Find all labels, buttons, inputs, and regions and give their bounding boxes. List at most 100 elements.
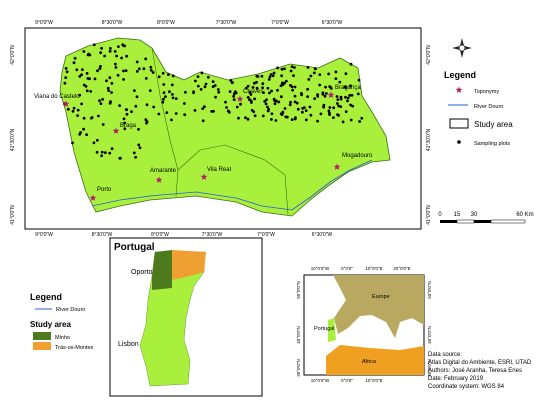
- sampling-plot: [267, 78, 271, 81]
- sampling-plot: [322, 105, 325, 109]
- sampling-plot: [319, 112, 323, 116]
- sampling-plot: [250, 108, 254, 112]
- data-source-line: Authors: José Aranha, Teresa Enes: [428, 368, 522, 374]
- sampling-plot: [284, 79, 288, 83]
- sampling-plot: [183, 102, 186, 105]
- longitude-label: 8°0'0"W: [157, 20, 175, 26]
- scale-label: 60 Km: [516, 212, 533, 218]
- sampling-plot: [108, 76, 112, 80]
- sampling-plot: [96, 69, 99, 73]
- sampling-plot: [332, 116, 335, 119]
- sampling-plot: [99, 51, 103, 55]
- sampling-plot: [271, 74, 275, 78]
- sampling-plot: [318, 83, 322, 87]
- latitude-label: 41°0'0"N: [10, 205, 16, 225]
- sampling-plot: [118, 156, 122, 160]
- sampling-plot: [171, 74, 175, 78]
- sampling-plot: [130, 110, 133, 114]
- longitude-label: 0°0'0": [341, 266, 353, 271]
- legend-item: Minho: [55, 335, 70, 341]
- sampling-plot: [98, 99, 101, 103]
- sampling-plot: [73, 56, 77, 60]
- longitude-label: 20°0'0"E: [393, 266, 410, 271]
- longitude-label: 6°30'0"W: [322, 20, 343, 26]
- sampling-plot: [115, 54, 118, 58]
- sampling-plot: [274, 119, 278, 122]
- sampling-plot: [290, 118, 294, 121]
- sampling-plot: [101, 123, 105, 126]
- europe-land: [333, 275, 424, 338]
- sampling-plot: [289, 69, 293, 73]
- sampling-plot: [64, 76, 68, 79]
- data-source-line: Data source:: [428, 352, 462, 358]
- sampling-plot: [228, 90, 232, 93]
- sampling-plot: [268, 75, 272, 79]
- scale-label: 30: [471, 212, 478, 218]
- legend-item: Study area: [474, 120, 513, 129]
- sampling-plot: [349, 103, 352, 107]
- sampling-plot: [283, 107, 287, 110]
- sampling-plot: [75, 68, 79, 72]
- sampling-plot: [122, 78, 125, 81]
- sampling-plot: [232, 98, 236, 102]
- sampling-plot: [264, 102, 268, 106]
- sampling-plot: [151, 71, 155, 74]
- sampling-plot: [135, 70, 139, 73]
- sampling-plot: [262, 91, 265, 94]
- sampling-plot: [161, 100, 165, 104]
- data-source-line: Date: February 2019: [428, 376, 484, 382]
- sampling-plot: [132, 151, 136, 155]
- sampling-plot: [324, 85, 327, 89]
- sampling-plot: [235, 105, 239, 109]
- sampling-plot: [251, 86, 255, 89]
- sampling-plot: [313, 97, 316, 100]
- sampling-plot: [134, 104, 138, 108]
- sampling-plot: [80, 102, 83, 106]
- sampling-plot: [288, 103, 292, 107]
- sampling-plot: [194, 79, 197, 83]
- sampling-plot: [123, 127, 127, 131]
- sampling-plot: [135, 95, 139, 99]
- sampling-plot: [92, 43, 96, 47]
- longitude-label: 10°0'0"E: [365, 266, 382, 271]
- sampling-plot: [280, 67, 284, 71]
- sampling-plot: [316, 119, 319, 123]
- sampling-plot: [266, 86, 270, 90]
- sampling-plot: [100, 150, 104, 154]
- sampling-plot: [346, 96, 350, 100]
- sampling-plot: [351, 104, 355, 108]
- sampling-plot: [328, 85, 332, 89]
- sampling-plot: [144, 118, 148, 121]
- sampling-plot: [250, 101, 253, 104]
- sampling-plot: [276, 88, 279, 92]
- sampling-plot: [114, 62, 117, 66]
- sampling-plot: [316, 95, 320, 98]
- sampling-plot: [255, 86, 259, 90]
- sampling-plot: [289, 100, 292, 104]
- sampling-plot: [292, 74, 295, 77]
- sampling-plot: [360, 116, 364, 120]
- sampling-plot: [246, 96, 250, 99]
- sampling-plot: [65, 70, 69, 74]
- sampling-plot: [261, 86, 264, 90]
- sampling-plot: [100, 154, 103, 158]
- sampling-plot: [346, 99, 349, 103]
- longitude-label: 10°0'0"E: [365, 378, 382, 383]
- sampling-plot: [270, 89, 273, 93]
- sampling-plot: [349, 62, 353, 66]
- sampling-plot: [338, 80, 342, 84]
- sampling-plot: [334, 70, 338, 74]
- sampling-plot: [303, 106, 306, 109]
- sampling-plot: [306, 87, 309, 91]
- place-label: Lisbon: [118, 341, 139, 348]
- sampling-plot: [117, 45, 120, 48]
- sampling-plot: [265, 98, 268, 102]
- longitude-label: 8°30'0"W: [102, 20, 123, 26]
- longitude-label: 6°30'0"W: [312, 232, 333, 238]
- sampling-plot: [165, 111, 169, 114]
- sampling-plot: [64, 67, 68, 70]
- longitude-label: 10°0'0"W: [311, 266, 330, 271]
- sampling-plot: [358, 120, 361, 123]
- scale-bar: [440, 219, 526, 224]
